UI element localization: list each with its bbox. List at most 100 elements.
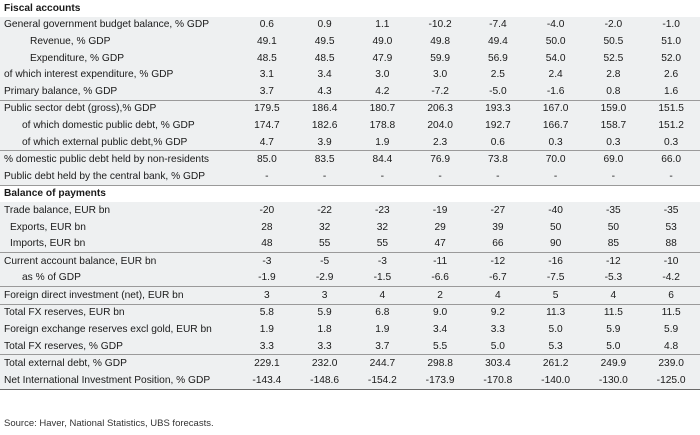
value-cell: -12 — [584, 252, 643, 270]
row-label: % domestic public debt held by non-resid… — [0, 150, 238, 168]
value-cell: 53 — [642, 218, 700, 236]
value-cell: 3.9 — [295, 133, 354, 152]
row-label: Foreign direct investment (net), EUR bn — [0, 286, 238, 305]
value-cell: -22 — [295, 202, 354, 219]
value-cell: 4 — [353, 286, 412, 305]
row-label: Total FX reserves, % GDP — [0, 337, 238, 356]
value-cell: 66 — [469, 235, 527, 253]
value-cell: -10 — [642, 252, 700, 270]
value-cell: -1.0 — [642, 16, 700, 34]
value-cell: -2.9 — [295, 269, 354, 288]
value-cell: 50 — [526, 218, 585, 236]
value-cell: -3 — [353, 252, 412, 270]
value-cell: 3 — [295, 286, 354, 305]
value-cell: -35 — [584, 202, 643, 219]
value-cell: 3.4 — [411, 321, 469, 338]
table-row: Public debt held by the central bank, % … — [0, 167, 700, 186]
value-cell: -12 — [469, 252, 527, 270]
value-cell: -7.2 — [411, 82, 469, 101]
value-cell: 193.3 — [469, 100, 527, 118]
value-cell: 206.3 — [411, 100, 469, 118]
value-cell: 49.0 — [353, 33, 412, 50]
value-cell: 70.0 — [526, 150, 585, 168]
value-cell: -130.0 — [584, 372, 643, 390]
value-cell: 48.5 — [238, 49, 296, 67]
value-cell: -40 — [526, 202, 585, 219]
value-cell: -7.5 — [526, 269, 585, 288]
value-cell: - — [238, 167, 296, 186]
row-label: General government budget balance, % GDP — [0, 16, 238, 34]
value-cell: 50.0 — [526, 33, 585, 50]
value-cell: 51.0 — [642, 33, 700, 50]
value-cell: -11 — [411, 252, 469, 270]
value-cell: -2.0 — [584, 16, 643, 34]
value-cell: -173.9 — [411, 372, 469, 390]
row-label: Exports, EUR bn — [0, 218, 238, 236]
value-cell: 3.3 — [469, 321, 527, 338]
value-cell: 303.4 — [469, 354, 527, 373]
value-cell: 50.5 — [584, 33, 643, 50]
value-cell: 85 — [584, 235, 643, 253]
value-cell: -5 — [295, 252, 354, 270]
row-label: Expenditure, % GDP — [0, 49, 238, 67]
value-cell: 47.9 — [353, 49, 412, 67]
value-cell: -125.0 — [642, 372, 700, 390]
value-cell: -23 — [353, 202, 412, 219]
value-cell: 39 — [469, 218, 527, 236]
table-row: Exports, EUR bn 28 32 32 29 39 50 50 53 — [0, 218, 700, 236]
value-cell: 47 — [411, 235, 469, 253]
value-cell: 159.0 — [584, 100, 643, 118]
row-label: of which interest expenditure, % GDP — [0, 66, 238, 83]
value-cell: 180.7 — [353, 100, 412, 118]
value-cell: 5.0 — [469, 337, 527, 356]
value-cell: 192.7 — [469, 117, 527, 134]
value-cell: -7.4 — [469, 16, 527, 34]
value-cell: 2.6 — [642, 66, 700, 83]
value-cell: 50 — [584, 218, 643, 236]
row-label: Public debt held by the central bank, % … — [0, 167, 238, 186]
value-cell: 0.8 — [584, 82, 643, 101]
value-cell: - — [584, 167, 643, 186]
value-cell: 88 — [642, 235, 700, 253]
value-cell: 0.9 — [295, 16, 354, 34]
table-row: Trade balance, EUR bn -20 -22 -23 -19 -27 -40-… — [0, 202, 700, 219]
value-cell: 298.8 — [411, 354, 469, 373]
economic-indicators-table: Fiscal accounts General government budget… — [0, 3, 700, 390]
value-cell: 4.7 — [238, 133, 296, 152]
value-cell: 49.1 — [238, 33, 296, 50]
value-cell: 52.5 — [584, 49, 643, 67]
value-cell: 55 — [295, 235, 354, 253]
row-label: Foreign exchange reserves excl gold, EUR… — [0, 321, 238, 338]
value-cell: 2 — [411, 286, 469, 305]
value-cell: 0.6 — [238, 16, 296, 34]
row-label: Primary balance, % GDP — [0, 82, 238, 101]
value-cell: 4.3 — [295, 82, 354, 101]
value-cell: 2.5 — [469, 66, 527, 83]
value-cell: -5.0 — [469, 82, 527, 101]
value-cell: 49.4 — [469, 33, 527, 50]
value-cell: 4.8 — [642, 337, 700, 356]
table-row: Imports, EUR bn 48 55 55 47 66 90 85 88 — [0, 235, 700, 253]
value-cell: -170.8 — [469, 372, 527, 390]
table-row: Current account balance, EUR bn -3 -5 -3 -11… — [0, 252, 700, 270]
row-label: Total FX reserves, EUR bn — [0, 304, 238, 322]
table-row: Total FX reserves, % GDP 3.3 3.3 3.7 5.5 5.0 5… — [0, 337, 700, 356]
value-cell: -3 — [238, 252, 296, 270]
value-cell: 3.7 — [238, 82, 296, 101]
section-title: Balance of payments — [0, 184, 700, 203]
value-cell: 5 — [526, 286, 585, 305]
value-cell: -1.6 — [526, 82, 585, 101]
value-cell: 66.0 — [642, 150, 700, 168]
value-cell: -20 — [238, 202, 296, 219]
value-cell: 174.7 — [238, 117, 296, 134]
value-cell: 5.9 — [584, 321, 643, 338]
value-cell: -1.9 — [238, 269, 296, 288]
value-cell: 83.5 — [295, 150, 354, 168]
value-cell: 29 — [411, 218, 469, 236]
value-cell: 178.8 — [353, 117, 412, 134]
table-row: Foreign exchange reserves excl gold, EUR… — [0, 321, 700, 338]
value-cell: 0.3 — [526, 133, 585, 152]
value-cell: 5.0 — [584, 337, 643, 356]
value-cell: 3.7 — [353, 337, 412, 356]
